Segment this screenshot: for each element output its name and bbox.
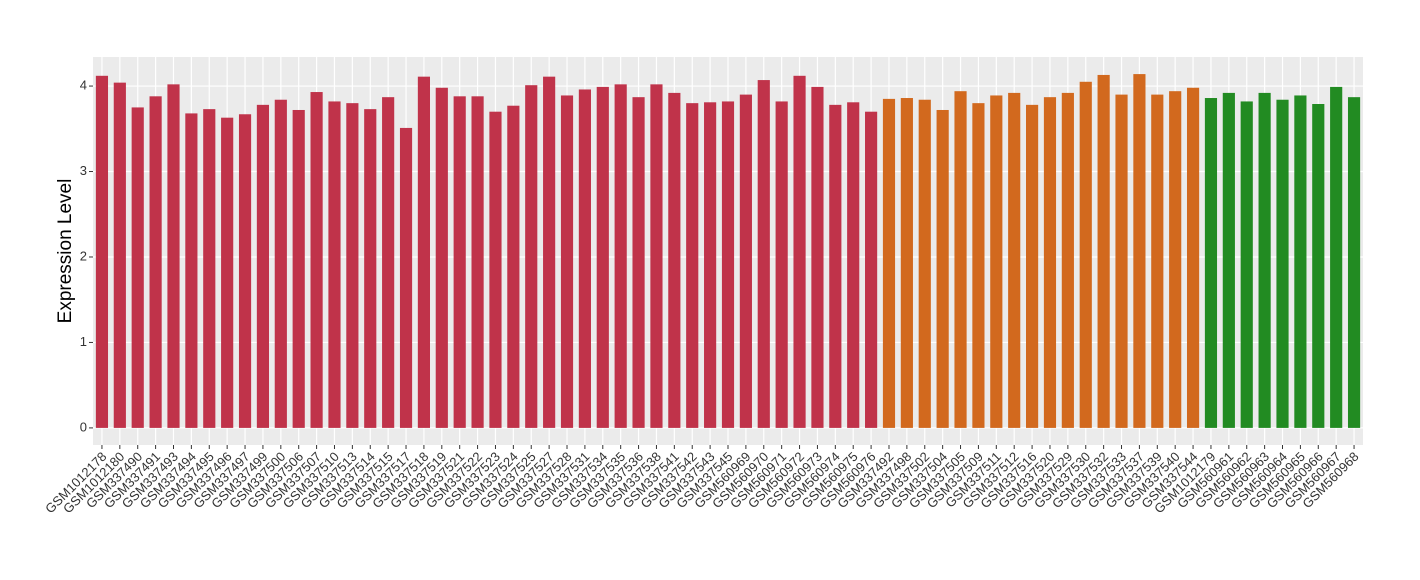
bar	[811, 86, 824, 428]
bar	[668, 92, 681, 428]
bar	[1043, 97, 1057, 428]
bar	[292, 109, 305, 428]
bar	[489, 111, 502, 428]
bar	[167, 84, 180, 428]
bar	[650, 84, 663, 428]
bar	[1097, 74, 1110, 428]
bar	[775, 101, 788, 428]
bar	[596, 86, 609, 428]
y-tick-label: 2	[80, 248, 87, 263]
bar	[1186, 87, 1200, 428]
bar	[113, 82, 126, 428]
bar	[310, 92, 323, 428]
y-axis-title: Expression Level	[55, 179, 76, 324]
bar	[95, 75, 109, 428]
bar	[435, 87, 448, 428]
bar	[1258, 92, 1271, 428]
bar	[918, 99, 931, 428]
bar	[1330, 86, 1343, 428]
bar	[328, 101, 341, 428]
y-tick-label: 3	[80, 163, 87, 178]
bar	[221, 117, 234, 428]
bar	[256, 104, 270, 428]
bar	[1169, 91, 1182, 428]
bar	[525, 85, 538, 428]
bar	[739, 94, 752, 428]
bar	[936, 109, 949, 428]
bar	[507, 105, 520, 428]
bar	[632, 97, 645, 428]
bar	[1276, 99, 1289, 428]
bar	[1294, 95, 1307, 428]
bar	[346, 103, 359, 428]
bar	[203, 109, 216, 428]
bar	[399, 127, 413, 428]
bar	[578, 89, 591, 428]
bar	[560, 95, 574, 428]
bar	[686, 103, 699, 428]
bar	[453, 96, 466, 428]
bar	[882, 98, 896, 428]
bar	[238, 114, 252, 428]
y-tick-label: 4	[80, 77, 87, 92]
y-tick-label: 1	[80, 334, 87, 349]
bar	[471, 96, 484, 428]
bar	[865, 111, 878, 428]
bar	[721, 101, 735, 428]
bar	[1240, 101, 1253, 428]
bar	[614, 84, 627, 428]
bar	[1079, 81, 1092, 428]
bar	[1115, 94, 1128, 428]
bar	[131, 107, 144, 428]
bar	[704, 102, 717, 428]
bar	[1133, 74, 1146, 428]
bar	[847, 102, 860, 428]
bar	[972, 103, 985, 428]
bar	[364, 109, 377, 428]
bar	[1008, 92, 1021, 428]
bar	[900, 98, 913, 428]
bar	[1347, 97, 1361, 428]
bar	[382, 97, 395, 428]
bar	[1026, 104, 1039, 428]
bar	[1151, 94, 1164, 428]
bar	[417, 76, 430, 428]
bar	[1204, 98, 1218, 428]
bar	[543, 76, 556, 428]
y-tick-label: 0	[80, 419, 87, 434]
bar	[829, 104, 842, 428]
bar	[1312, 104, 1325, 428]
bar	[185, 113, 198, 428]
bar	[1061, 92, 1074, 428]
bar	[149, 96, 162, 428]
bar	[954, 91, 967, 428]
bar	[757, 80, 770, 428]
bar	[990, 95, 1003, 428]
bar	[793, 75, 806, 428]
bar	[274, 99, 287, 428]
bar	[1222, 92, 1235, 428]
